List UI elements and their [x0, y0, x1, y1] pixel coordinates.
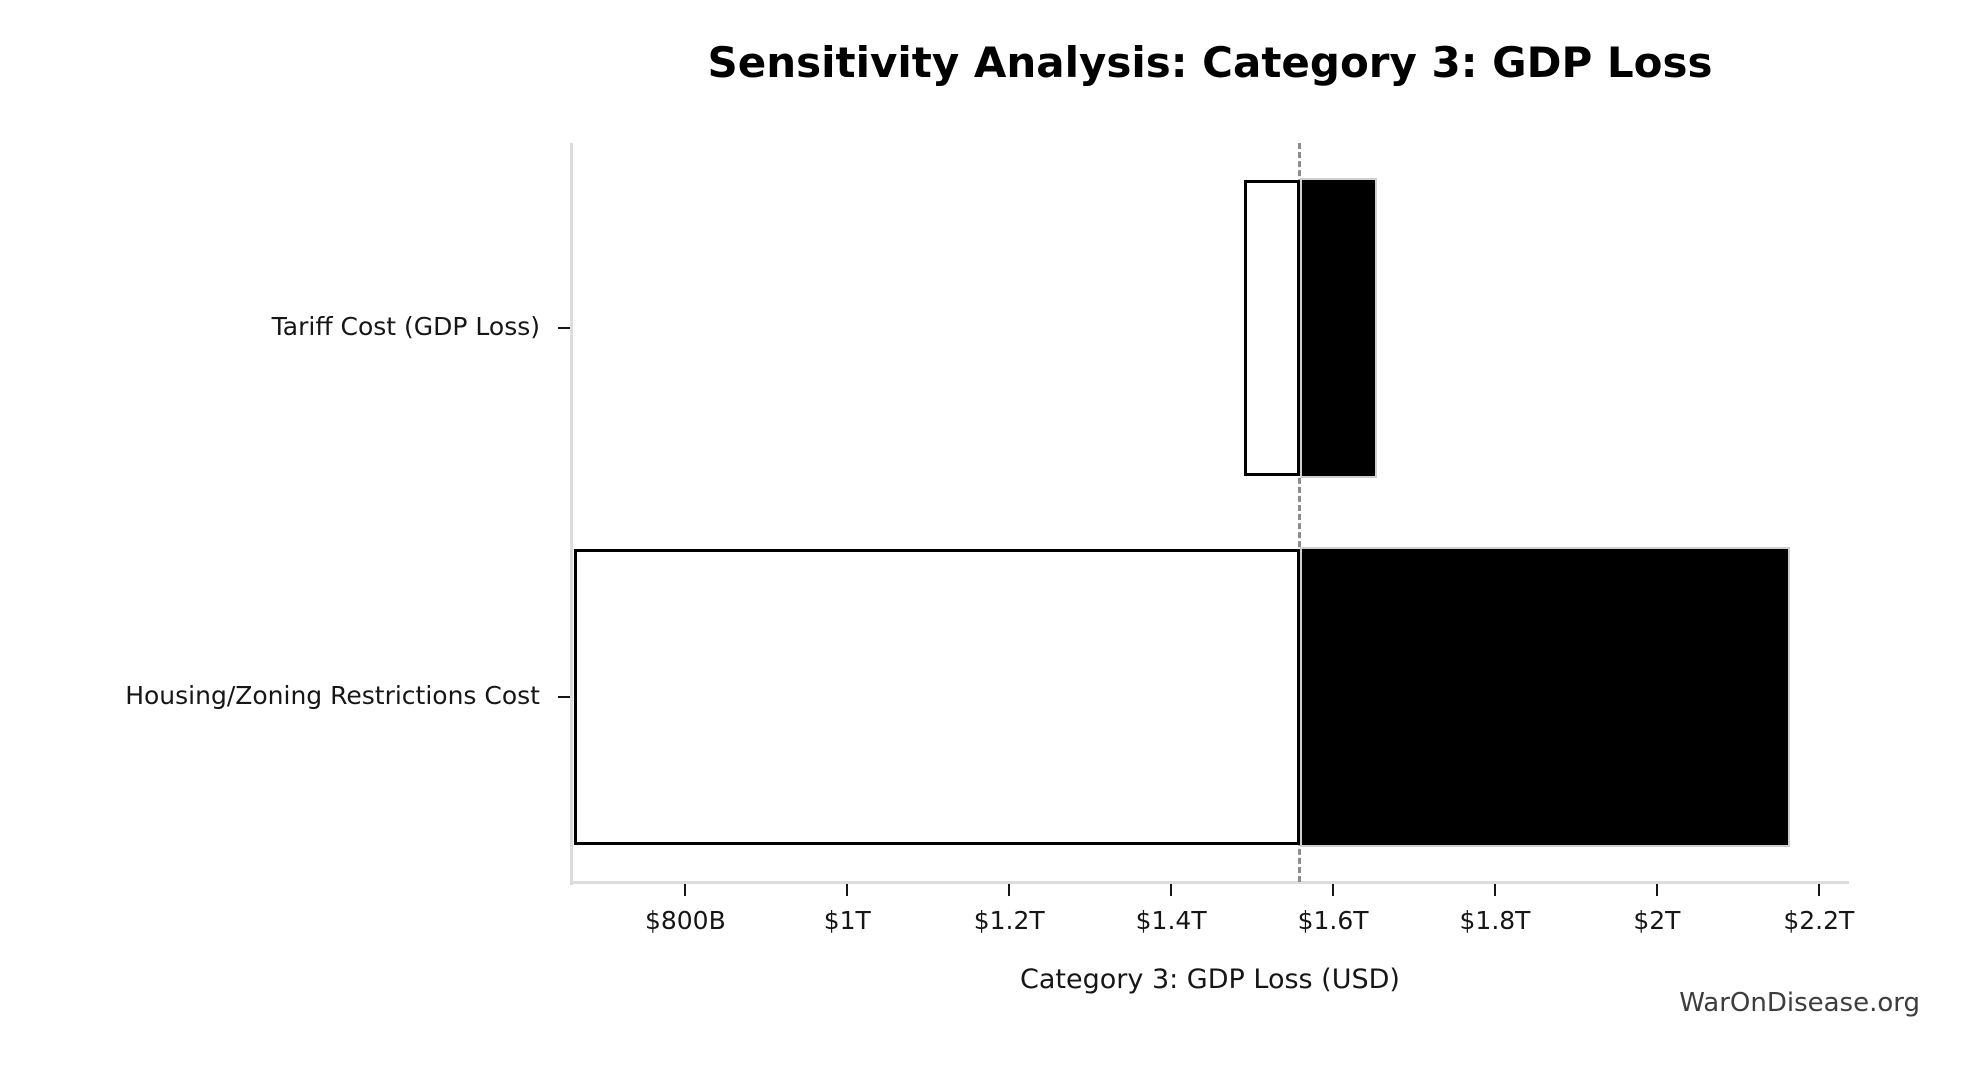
x-tick-label: $2.2T [1783, 906, 1855, 935]
x-tick-mark [1493, 884, 1496, 896]
x-tick-label: $1.4T [1135, 906, 1207, 935]
x-tick-mark [1008, 884, 1011, 896]
x-tick-mark [1170, 884, 1173, 896]
chart-title: Sensitivity Analysis: Category 3: GDP Lo… [707, 38, 1713, 87]
x-tick-label: $800B [644, 906, 726, 935]
x-tick-label: $2T [1633, 906, 1681, 935]
category-label-housing-zoning: Housing/Zoning Restrictions Cost [125, 681, 540, 711]
x-axis-label: Category 3: GDP Loss (USD) [1020, 964, 1400, 995]
x-tick-mark [1332, 884, 1335, 896]
x-tick-label: $1.2T [973, 906, 1045, 935]
x-tick-mark [684, 884, 687, 896]
x-tick-mark [846, 884, 849, 896]
bar-low-segment [1244, 179, 1300, 476]
x-axis-spine [570, 881, 1849, 884]
x-tick-mark [1655, 884, 1658, 896]
baseline-dashed-line [1298, 143, 1302, 882]
x-tick-label: $1.8T [1459, 906, 1531, 935]
y-tick-mark [558, 696, 570, 699]
x-tick-mark [1817, 884, 1820, 896]
bar-high-segment [1299, 177, 1377, 478]
x-tick-label: $1T [823, 906, 871, 935]
bar-high-segment [1299, 547, 1790, 848]
x-tick-label: $1.6T [1297, 906, 1369, 935]
y-tick-mark [558, 326, 570, 329]
y-axis-spine [570, 143, 573, 885]
bar-low-segment [573, 549, 1300, 846]
category-label-tariff-cost: Tariff Cost (GDP Loss) [271, 311, 540, 341]
watermark-text: WarOnDisease.org [1679, 988, 1920, 1018]
